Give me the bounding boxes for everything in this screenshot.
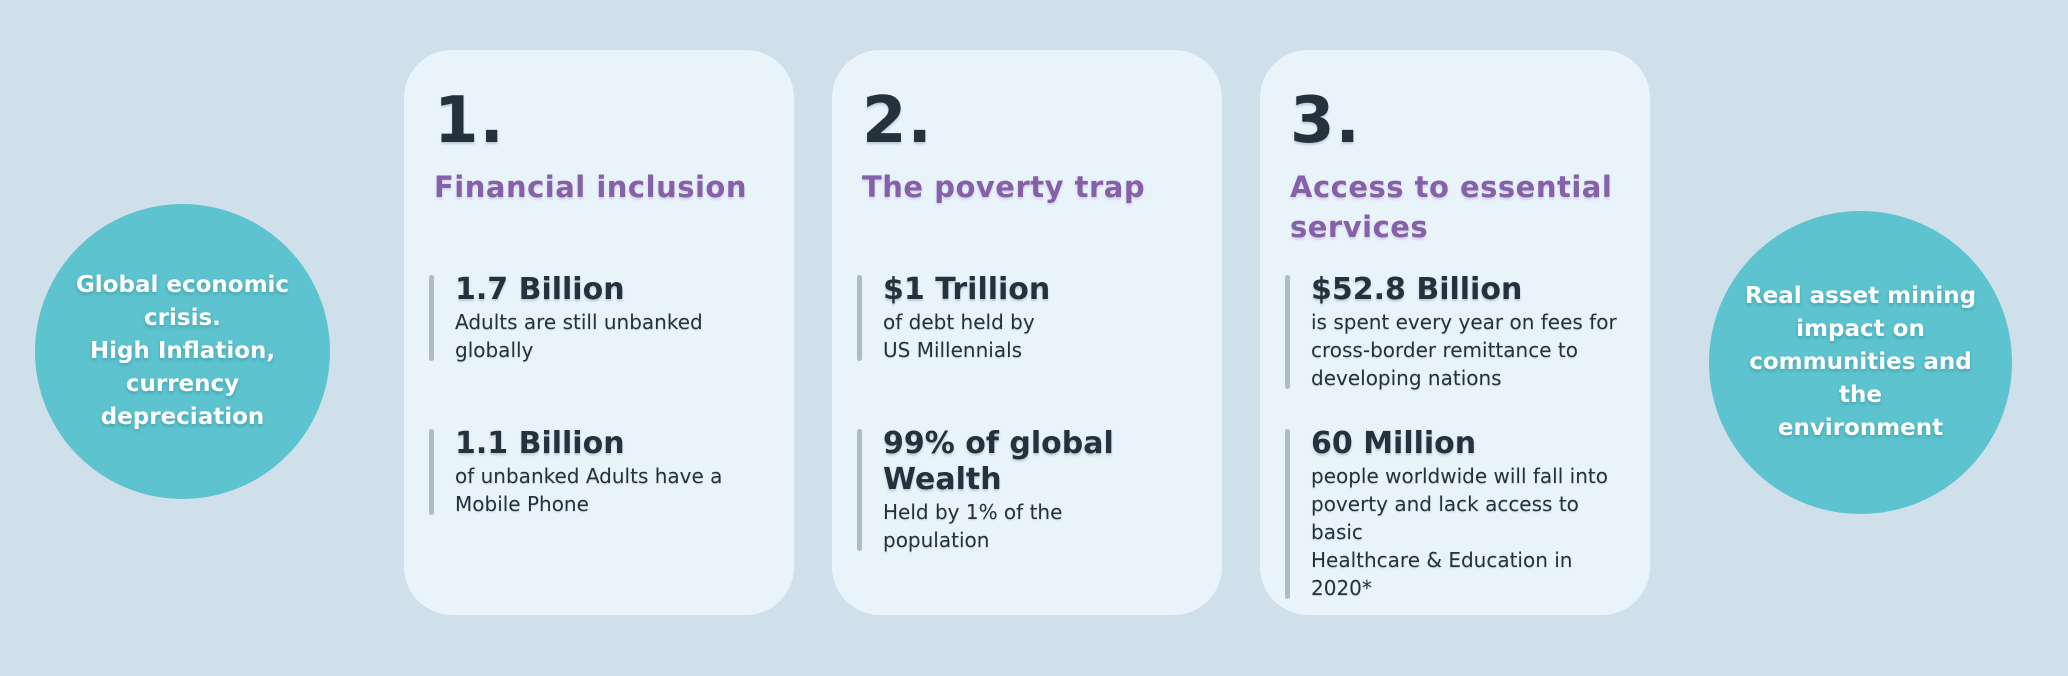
card-essential-services: 3. Access to essential services $52.8 Bi… (1260, 50, 1650, 615)
card-financial-inclusion: 1. Financial inclusion 1.7 Billion Adult… (404, 50, 794, 615)
stat-item: $1 Trillion of debt held by US Millennia… (857, 272, 1198, 364)
stat-accent-bar (857, 429, 862, 551)
card-poverty-trap: 2. The poverty trap $1 Trillion of debt … (832, 50, 1222, 615)
stat-accent-bar (857, 275, 862, 361)
stat-value: 1.1 Billion (455, 426, 625, 461)
card-title: The poverty trap (862, 170, 1146, 204)
card-title: Access to essential services (1290, 170, 1613, 244)
stat-description: of debt held by US Millennials (883, 310, 1035, 362)
card-number: 2. (862, 84, 933, 158)
stat-description: Adults are still unbanked globally (455, 310, 703, 362)
stat-description: of unbanked Adults have a Mobile Phone (455, 464, 723, 516)
stat-accent-bar (429, 275, 434, 361)
stat-description: people worldwide will fall into poverty … (1311, 464, 1608, 600)
stat-value: 1.7 Billion (455, 272, 625, 307)
stat-accent-bar (429, 429, 434, 515)
stat-accent-bar (1285, 275, 1290, 389)
stat-item: 1.1 Billion of unbanked Adults have a Mo… (429, 426, 770, 518)
stat-value: 99% of global Wealth (883, 426, 1114, 497)
stat-item: 1.7 Billion Adults are still unbanked gl… (429, 272, 770, 364)
stat-description: is spent every year on fees for cross-bo… (1311, 310, 1617, 390)
global-crisis-circle-text: Global economic crisis. High Inflation, … (75, 272, 290, 430)
stat-item: $52.8 Billion is spent every year on fee… (1285, 272, 1626, 392)
card-title: Financial inclusion (434, 170, 747, 204)
stat-value: $1 Trillion (883, 272, 1051, 307)
stat-item: 99% of global Wealth Held by 1% of the p… (857, 426, 1198, 554)
stat-value: $52.8 Billion (1311, 272, 1523, 307)
stat-item: 60 Million people worldwide will fall in… (1285, 426, 1626, 602)
stat-value: 60 Million (1311, 426, 1477, 461)
mining-impact-circle: Real asset mining impact on communities … (1709, 211, 2012, 514)
card-number: 1. (434, 84, 505, 158)
mining-impact-circle-text: Real asset mining impact on communities … (1744, 283, 1977, 441)
stat-description: Held by 1% of the population (883, 500, 1063, 552)
card-number: 3. (1290, 84, 1361, 158)
global-crisis-circle: Global economic crisis. High Inflation, … (35, 204, 330, 499)
stat-accent-bar (1285, 429, 1290, 599)
